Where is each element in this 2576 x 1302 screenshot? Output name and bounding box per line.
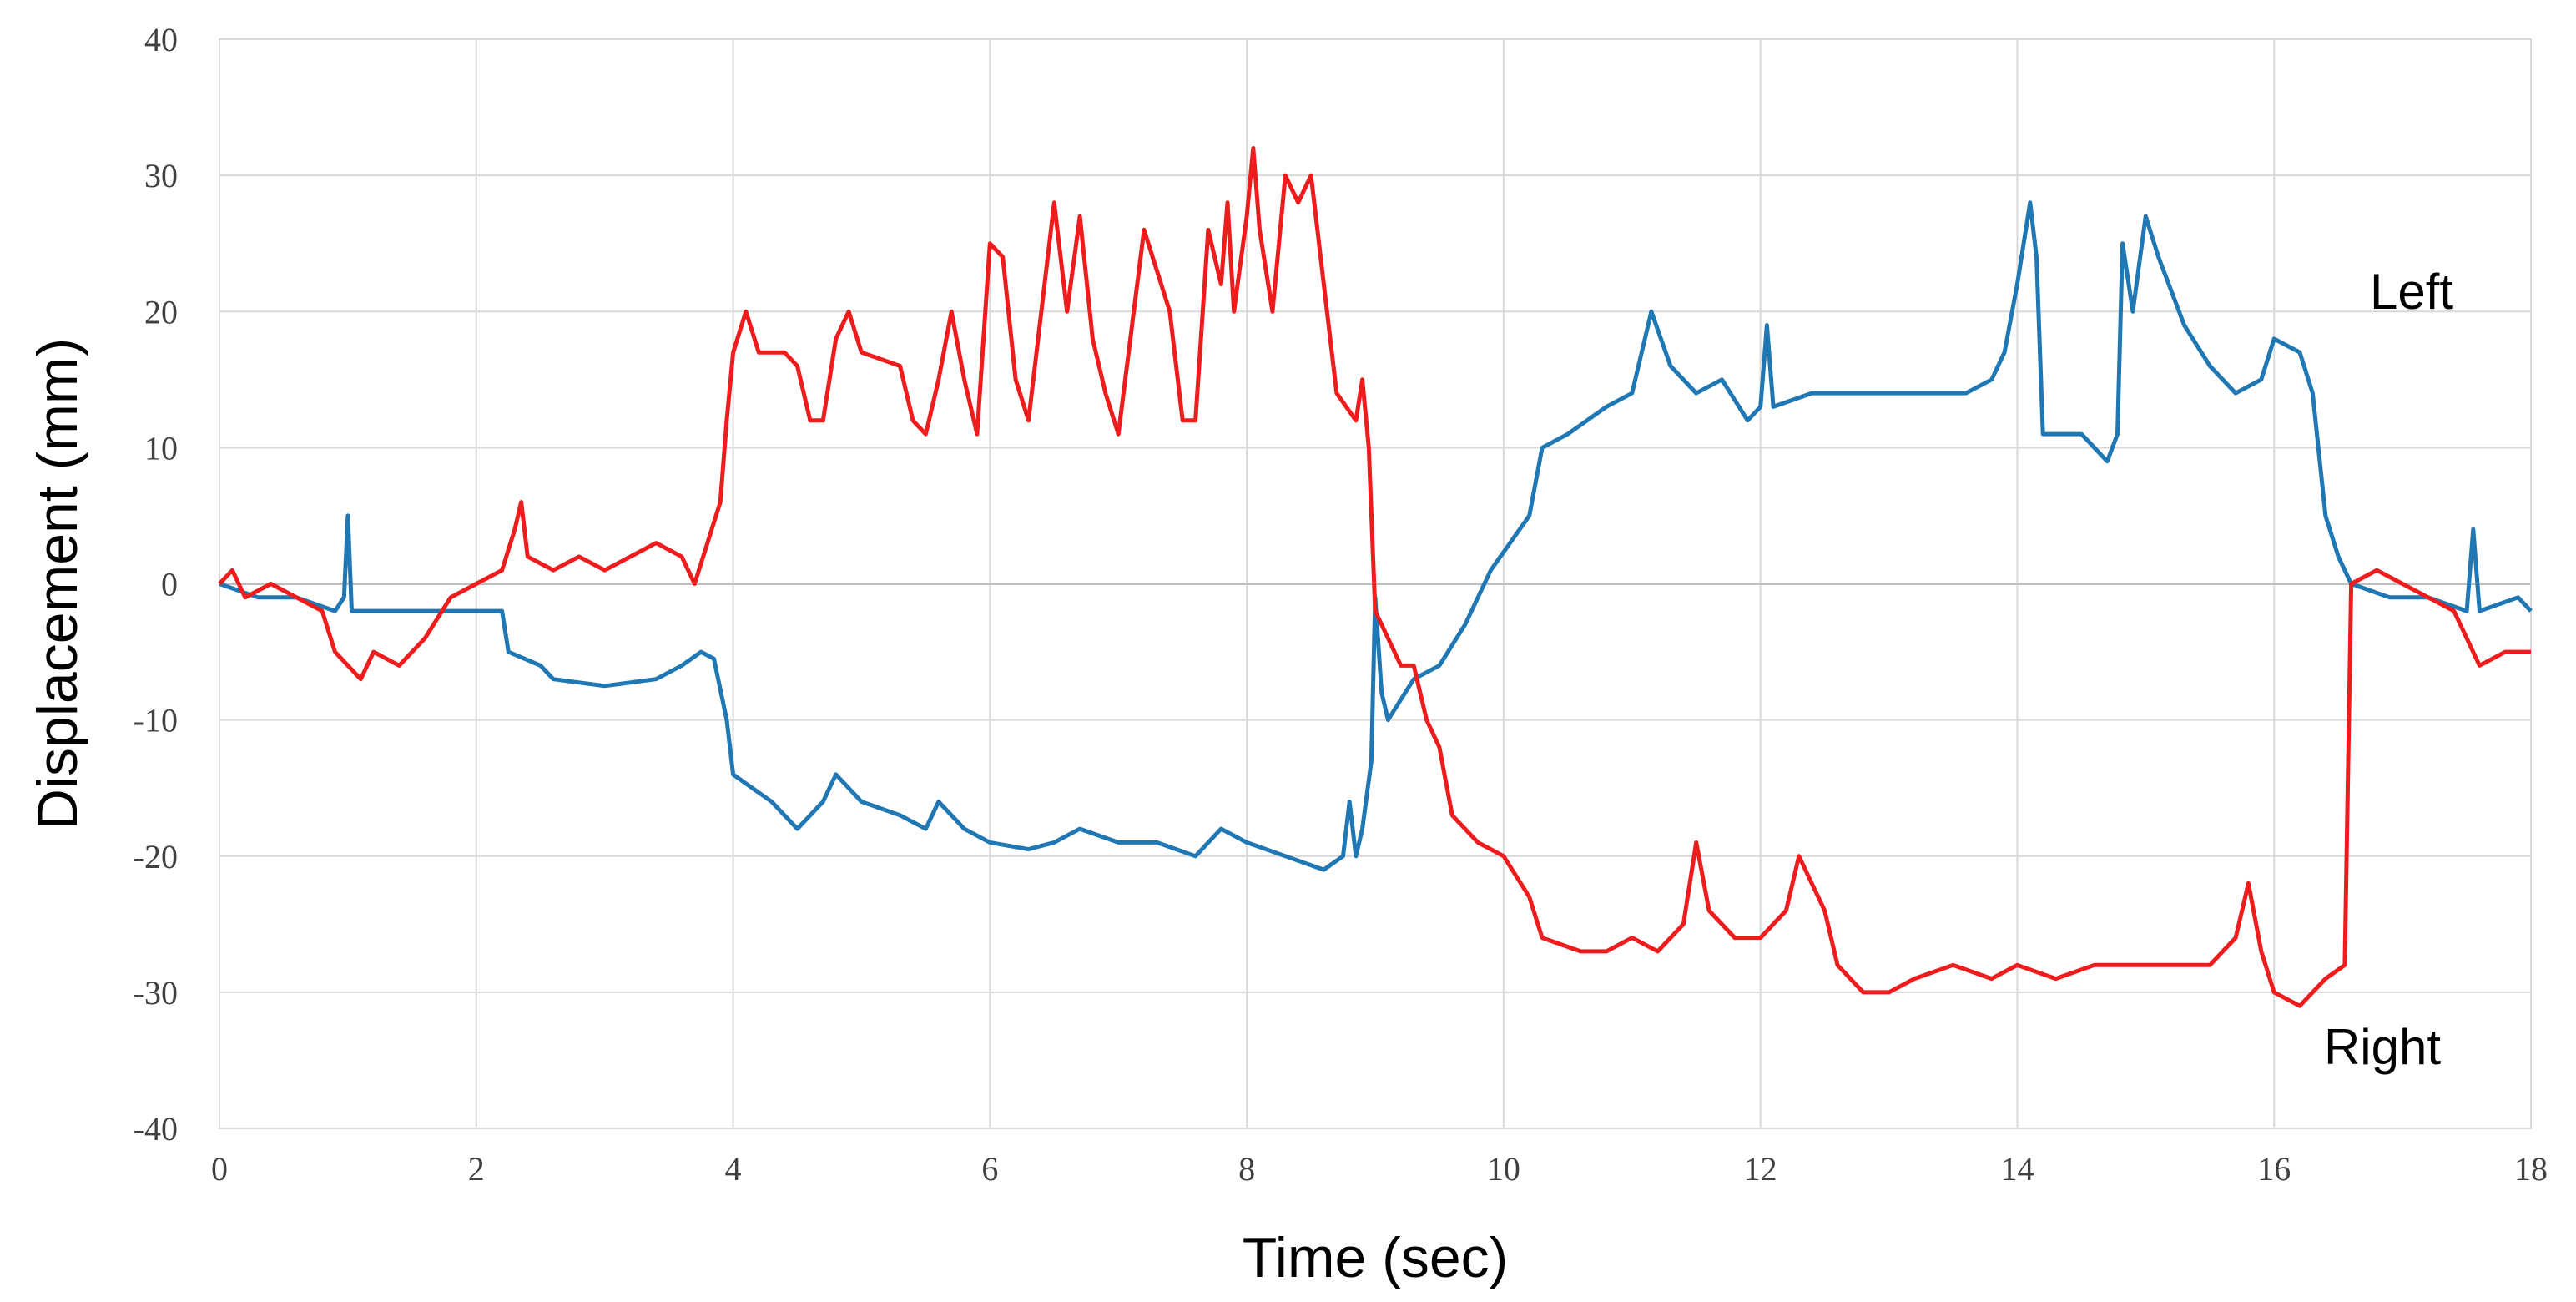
y-tick-label: 0 (161, 566, 178, 603)
y-tick-label: 40 (144, 21, 178, 58)
x-tick-label: 2 (468, 1150, 485, 1188)
x-axis-title: Time (sec) (1243, 1226, 1509, 1289)
tick-labels: 0 2 4 6 8 10 12 14 16 18 40 30 20 10 0 -10 -20 -30 -40 (134, 21, 2548, 1188)
y-tick-label: 20 (144, 293, 178, 331)
x-tick-label: 12 (1744, 1150, 1777, 1188)
x-tick-label: 16 (2257, 1150, 2291, 1188)
y-axis-title: Displacement (mm) (26, 338, 89, 830)
series-labels: Left Right (2324, 264, 2453, 1075)
y-tick-label: -20 (134, 838, 178, 876)
series-label-right: Right (2324, 1019, 2441, 1075)
x-tick-label: 14 (2000, 1150, 2034, 1188)
series-label-left: Left (2370, 264, 2453, 320)
x-tick-label: 6 (981, 1150, 998, 1188)
y-tick-label: -30 (134, 974, 178, 1012)
x-tick-label: 4 (725, 1150, 742, 1188)
y-tick-label: -10 (134, 702, 178, 739)
x-tick-label: 18 (2514, 1150, 2548, 1188)
series-line-right (218, 146, 2531, 1008)
grid (219, 38, 2532, 1129)
y-tick-label: 30 (144, 157, 178, 194)
x-tick-label: 10 (1487, 1150, 1520, 1188)
y-tick-label: -40 (134, 1110, 178, 1148)
x-tick-label: 8 (1238, 1150, 1255, 1188)
y-tick-label: 10 (144, 429, 178, 467)
x-tick-label: 0 (211, 1150, 228, 1188)
series-lines (218, 146, 2533, 1008)
series-line-left (219, 200, 2533, 872)
